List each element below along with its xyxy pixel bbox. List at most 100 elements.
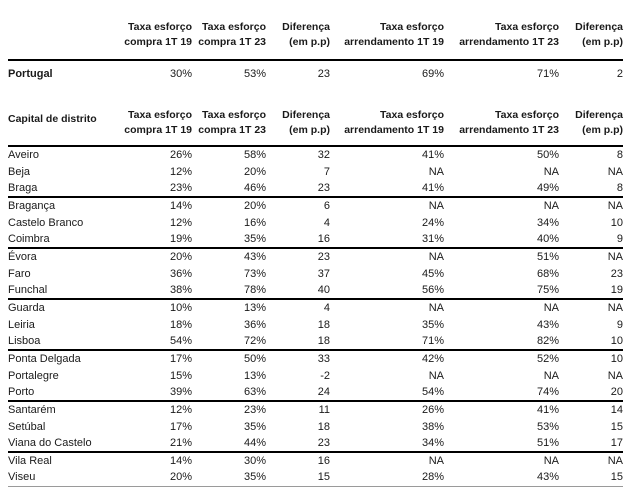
cell-compra-1t23: 35% [243,471,266,484]
cell-compra-1t19: 15% [169,369,192,382]
cell-compra-1t19: 20% [169,251,192,263]
col-header-diferenca-compra: Diferença (em p.p) [282,21,330,48]
portugal-compra-1t23: 53% [192,59,266,86]
col-header-arrendamento-1t19: Taxa esforço arrendamento 1T 19 [344,21,444,48]
cell-compra-1t19: 14% [169,455,192,467]
portugal-compra-1t19: 30% [116,59,192,86]
cell-diferenca-arrendamento: 23 [610,267,623,280]
col-header-arrendamento-1t19: Taxa esforço arrendamento 1T 19 [330,100,444,147]
col-header-arrendamento-1t23: Taxa esforço arrendamento 1T 23 [444,100,559,147]
cell-compra-1t23: 36% [243,318,266,331]
cell-arrendamento-1t19: 35% [421,318,444,331]
cell-arrendamento-1t23: 68% [536,267,559,280]
cell-arrendamento-1t19: 42% [421,353,444,365]
cell-compra-1t23: 13% [243,302,266,314]
cell-arrendamento-1t23: NA [543,455,559,467]
blank-corner-cell [8,12,116,60]
district-name: Braga [8,180,116,198]
cell-diferenca-arrendamento: 20 [559,384,623,402]
table-row: Porto 39% 63% 24 54% 74% 20 [8,384,623,402]
district-name: Lisboa [8,333,116,351]
table-row: Setúbal 17% 35% 18 38% 53% 15 [8,418,623,435]
cell-arrendamento-1t19: 34% [330,435,444,453]
cell-compra-1t19: 12% [169,165,192,178]
cell-diferenca-arrendamento: NA [607,251,623,263]
cell-arrendamento-1t23: NA [543,165,559,178]
cell-diferenca-arrendamento: 9 [616,318,623,331]
district-name: Setúbal [8,420,46,433]
cell-arrendamento-1t23: NA [543,200,559,212]
cell-arrendamento-1t19: 56% [330,282,444,300]
cell-diferenca-arrendamento: NA [607,302,623,314]
cell-diferenca-compra: 32 [317,149,330,161]
cell-arrendamento-1t23: 82% [444,333,559,351]
table-row: Vila Real 14% 30% 16 NA NA NA [8,452,623,469]
cell-compra-1t19: 23% [116,180,192,198]
district-name: Viseu [8,471,36,484]
table-row: Beja 12% 20% 7 NA NA NA [8,163,623,180]
cell-arrendamento-1t19: NA [428,200,444,212]
cell-compra-1t23: 20% [243,200,266,212]
district-name: Aveiro [8,149,39,161]
table-row: Bragança 14% 20% 6 NA NA NA [8,197,623,214]
cell-compra-1t23: 23% [243,404,266,416]
cell-arrendamento-1t23: 75% [444,282,559,300]
cell-arrendamento-1t19: 71% [330,333,444,351]
cell-compra-1t23: 30% [243,455,266,467]
cell-compra-1t23: 43% [243,251,266,263]
cell-diferenca-compra: 16 [266,231,330,249]
cell-diferenca-compra: 18 [266,333,330,351]
cell-arrendamento-1t19: 41% [421,149,444,161]
cell-arrendamento-1t23: 52% [536,353,559,365]
cell-diferenca-arrendamento: 14 [610,404,623,416]
cell-arrendamento-1t23: 51% [536,251,559,263]
cell-diferenca-arrendamento: NA [607,455,623,467]
cell-diferenca-arrendamento: NA [607,369,623,382]
cell-arrendamento-1t23: 50% [536,149,559,161]
cell-diferenca-arrendamento: 19 [559,282,623,300]
cell-diferenca-arrendamento: 8 [559,180,623,198]
cell-diferenca-compra: 18 [317,318,330,331]
district-name: Leiria [8,318,35,331]
col-header-capital-de-distrito: Capital de distrito [8,100,116,147]
cell-diferenca-arrendamento: 9 [559,231,623,249]
cell-diferenca-compra: 24 [266,384,330,402]
cell-diferenca-arrendamento: 10 [610,216,623,229]
portugal-diferenca-compra: 23 [266,59,330,86]
cell-compra-1t19: 17% [169,420,192,433]
cell-compra-1t19: 26% [169,149,192,161]
cell-arrendamento-1t19: 45% [421,267,444,280]
district-name: Portalegre [8,369,59,382]
portugal-arrendamento-1t19: 69% [330,59,444,86]
national-summary-table: Taxa esforço compra 1T 19 Taxa esforço com… [8,12,623,86]
table-row: Évora 20% 43% 23 NA 51% NA [8,248,623,265]
cell-compra-1t19: 36% [169,267,192,280]
cell-diferenca-arrendamento: NA [607,200,623,212]
cell-diferenca-compra: 15 [317,471,330,484]
table-row: Santarém 12% 23% 11 26% 41% 14 [8,401,623,418]
cell-diferenca-arrendamento: 17 [559,435,623,453]
col-header-compra-1t23: Taxa esforço compra 1T 23 [198,21,266,48]
cell-diferenca-compra: 18 [317,420,330,433]
cell-diferenca-compra: 16 [317,455,330,467]
cell-arrendamento-1t23: 34% [536,216,559,229]
cell-arrendamento-1t19: NA [428,165,444,178]
cell-compra-1t23: 46% [192,180,266,198]
cell-arrendamento-1t23: 74% [444,384,559,402]
col-header-diferenca-arrendamento: Diferença (em p.p) [575,21,623,48]
cell-compra-1t19: 21% [116,435,192,453]
district-name: Viana do Castelo [8,435,116,453]
cell-compra-1t23: 44% [192,435,266,453]
cell-arrendamento-1t23: 43% [536,318,559,331]
cell-arrendamento-1t19: 41% [330,180,444,198]
cell-compra-1t19: 12% [169,404,192,416]
col-header-compra-1t19: Taxa esforço compra 1T 19 [124,21,192,48]
cell-compra-1t23: 20% [243,165,266,178]
district-name: Beja [8,165,31,178]
cell-compra-1t23: 58% [243,149,266,161]
portugal-row: Portugal 30% 53% 23 69% 71% 2 [8,59,623,86]
cell-arrendamento-1t23: 41% [536,404,559,416]
district-name: Coimbra [8,231,116,249]
table-row: Portalegre 15% 13% -2 NA NA NA [8,367,623,384]
cell-compra-1t23: 16% [243,216,266,229]
